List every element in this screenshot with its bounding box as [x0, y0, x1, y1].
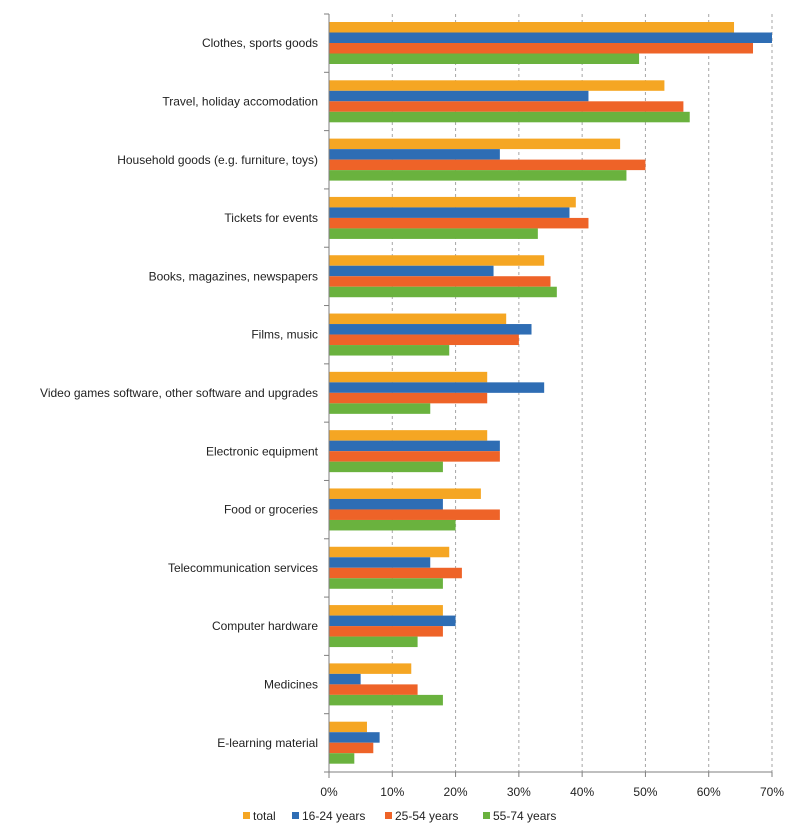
bar	[329, 276, 551, 287]
bar	[329, 742, 374, 754]
category-label: Telecommunication services	[168, 561, 318, 575]
legend-swatch	[292, 812, 299, 819]
bar	[329, 557, 431, 568]
bar	[329, 345, 450, 356]
bar	[329, 217, 589, 229]
x-tick-label: 10%	[380, 785, 404, 799]
bar	[329, 32, 772, 43]
legend-swatch	[483, 812, 490, 819]
x-tick-labels: 0% 10% 20% 30% 40% 50% 60% 70%	[320, 785, 784, 799]
category-labels: Clothes, sports goods Travel, holiday acc…	[40, 36, 319, 750]
x-tick-label: 0%	[320, 785, 338, 799]
bar	[329, 626, 443, 637]
x-tick-label: 40%	[570, 785, 594, 799]
category-label: Books, magazines, newspapers	[149, 269, 318, 283]
bar	[329, 636, 418, 648]
bar	[329, 451, 500, 462]
bar	[329, 461, 443, 473]
bar	[329, 228, 538, 239]
bar	[329, 605, 443, 616]
bar	[329, 80, 665, 91]
bar	[329, 694, 443, 706]
bar	[329, 22, 735, 33]
legend-label: total	[253, 809, 276, 823]
bar	[329, 371, 488, 383]
bar	[329, 509, 500, 520]
bar	[329, 392, 488, 404]
axes	[324, 13, 773, 778]
category-label: Household goods (e.g. furniture, toys)	[117, 153, 318, 167]
bar	[329, 111, 690, 123]
bar	[329, 519, 456, 531]
bar	[329, 567, 462, 579]
bar	[329, 732, 380, 743]
x-tick-label: 70%	[760, 785, 784, 799]
bar	[329, 498, 443, 510]
category-label: Travel, holiday accomodation	[162, 94, 318, 108]
category-label: E-learning material	[217, 736, 318, 750]
category-label: Films, music	[251, 328, 318, 342]
category-label: Medicines	[264, 678, 318, 692]
x-tick-label: 30%	[507, 785, 531, 799]
bar	[329, 43, 754, 54]
bar	[329, 334, 519, 346]
bar	[329, 149, 500, 160]
bar	[329, 207, 570, 218]
legend: total 16-24 years 25-54 years 55-74 years	[243, 809, 556, 823]
bar	[329, 286, 557, 298]
bar	[329, 673, 361, 685]
bars	[329, 22, 772, 764]
bar	[329, 753, 355, 764]
legend-swatch	[243, 812, 250, 819]
bar	[329, 101, 684, 112]
category-label: Clothes, sports goods	[202, 36, 318, 50]
bar	[329, 382, 545, 393]
bar	[329, 663, 412, 674]
bar	[329, 440, 500, 452]
category-label: Food or groceries	[224, 503, 318, 517]
x-tick-label: 20%	[444, 785, 468, 799]
bar	[329, 90, 589, 102]
legend-swatch	[385, 812, 392, 819]
legend-label: 16-24 years	[302, 809, 365, 823]
category-label: Computer hardware	[212, 619, 318, 633]
bar	[329, 138, 621, 150]
bar	[329, 255, 545, 266]
legend-label: 25-54 years	[395, 809, 458, 823]
category-label: Electronic equipment	[206, 444, 319, 458]
bar	[329, 615, 456, 627]
bar	[329, 196, 576, 208]
bar	[329, 159, 646, 171]
category-label: Video games software, other software and…	[40, 386, 318, 400]
bar	[329, 53, 640, 64]
bar	[329, 721, 367, 733]
bar	[329, 313, 507, 325]
category-label: Tickets for events	[224, 211, 318, 225]
bar	[329, 684, 418, 695]
bar	[329, 324, 532, 335]
bar	[329, 430, 488, 441]
legend-label: 55-74 years	[493, 809, 556, 823]
bar	[329, 546, 450, 558]
x-tick-label: 50%	[633, 785, 657, 799]
bar	[329, 403, 431, 414]
bar	[329, 170, 627, 181]
bar	[329, 578, 443, 589]
x-tick-label: 60%	[697, 785, 721, 799]
bar	[329, 265, 494, 277]
bar	[329, 488, 481, 499]
